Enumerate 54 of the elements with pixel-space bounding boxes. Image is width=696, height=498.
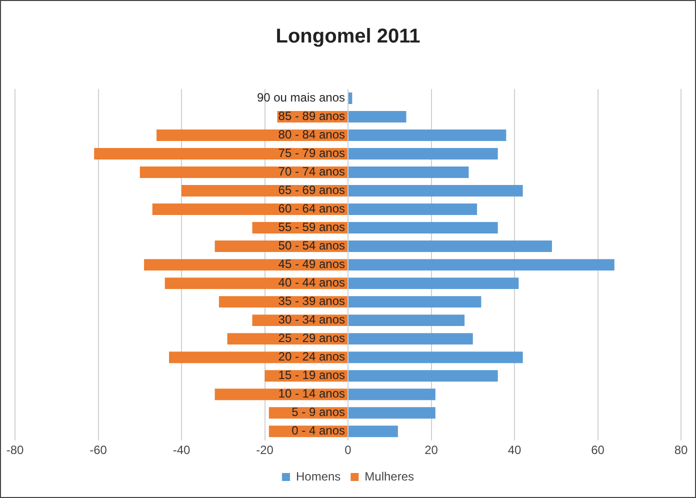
- bar: [348, 185, 523, 197]
- y-tick-label: 30 - 34 anos: [278, 312, 345, 327]
- bar: [348, 388, 436, 400]
- y-tick-label: 65 - 69 anos: [278, 183, 345, 198]
- legend-label: Mulheres: [364, 469, 414, 484]
- bar: [348, 296, 482, 308]
- chart-title: Longomel 2011: [276, 26, 420, 48]
- y-tick-label: 50 - 54 anos: [278, 238, 345, 253]
- bar: [144, 259, 348, 271]
- bar: [348, 222, 498, 234]
- bar: [348, 240, 552, 252]
- bar: [348, 204, 478, 216]
- bar: [348, 333, 473, 345]
- bar: [348, 407, 436, 419]
- bar: [152, 204, 348, 216]
- bar: [348, 426, 398, 438]
- bar: [348, 352, 523, 364]
- y-tick-label: 55 - 59 anos: [278, 220, 345, 234]
- x-tick-label: -80: [6, 443, 24, 458]
- y-tick-label: 0 - 4 anos: [292, 424, 345, 438]
- y-tick-label: 20 - 24 anos: [278, 350, 345, 364]
- y-tick-label: 45 - 49 anos: [278, 257, 345, 272]
- y-tick-label: 85 - 89 anos: [278, 109, 345, 124]
- bar: [348, 278, 519, 290]
- y-tick-label: 40 - 44 anos: [278, 276, 345, 290]
- bar: [348, 314, 465, 326]
- bar: [348, 259, 614, 271]
- bar: [140, 166, 348, 178]
- bar: [94, 148, 348, 160]
- x-tick-label: 0: [344, 443, 352, 458]
- x-tick-label: -60: [90, 443, 108, 458]
- y-tick-label: 15 - 19 anos: [278, 368, 345, 382]
- x-tick-label: 60: [591, 443, 605, 458]
- x-tick-label: 40: [508, 443, 522, 458]
- y-tick-label: 70 - 74 anos: [278, 164, 345, 179]
- y-tick-label: 60 - 64 anos: [278, 202, 345, 216]
- y-tick-label: 25 - 29 anos: [278, 331, 345, 346]
- y-tick-label: 35 - 39 anos: [278, 294, 345, 308]
- bar: [348, 130, 506, 141]
- x-tick-label: 20: [424, 443, 438, 458]
- bar: [348, 111, 406, 122]
- x-tick-label: -20: [256, 443, 274, 458]
- y-tick-label: 5 - 9 anos: [292, 405, 345, 420]
- y-tick-label: 80 - 84 anos: [278, 128, 345, 142]
- y-tick-label: 10 - 14 anos: [278, 386, 345, 401]
- bar: [348, 148, 498, 160]
- x-tick-label: -40: [172, 443, 190, 458]
- legend-label: Homens: [296, 469, 341, 484]
- y-tick-label: 90 ou mais anos: [256, 90, 345, 105]
- bar: [348, 166, 469, 178]
- x-tick-label: 80: [674, 443, 688, 458]
- bar: [348, 370, 498, 382]
- bar: [348, 92, 352, 104]
- y-tick-label: 75 - 79 anos: [278, 146, 345, 160]
